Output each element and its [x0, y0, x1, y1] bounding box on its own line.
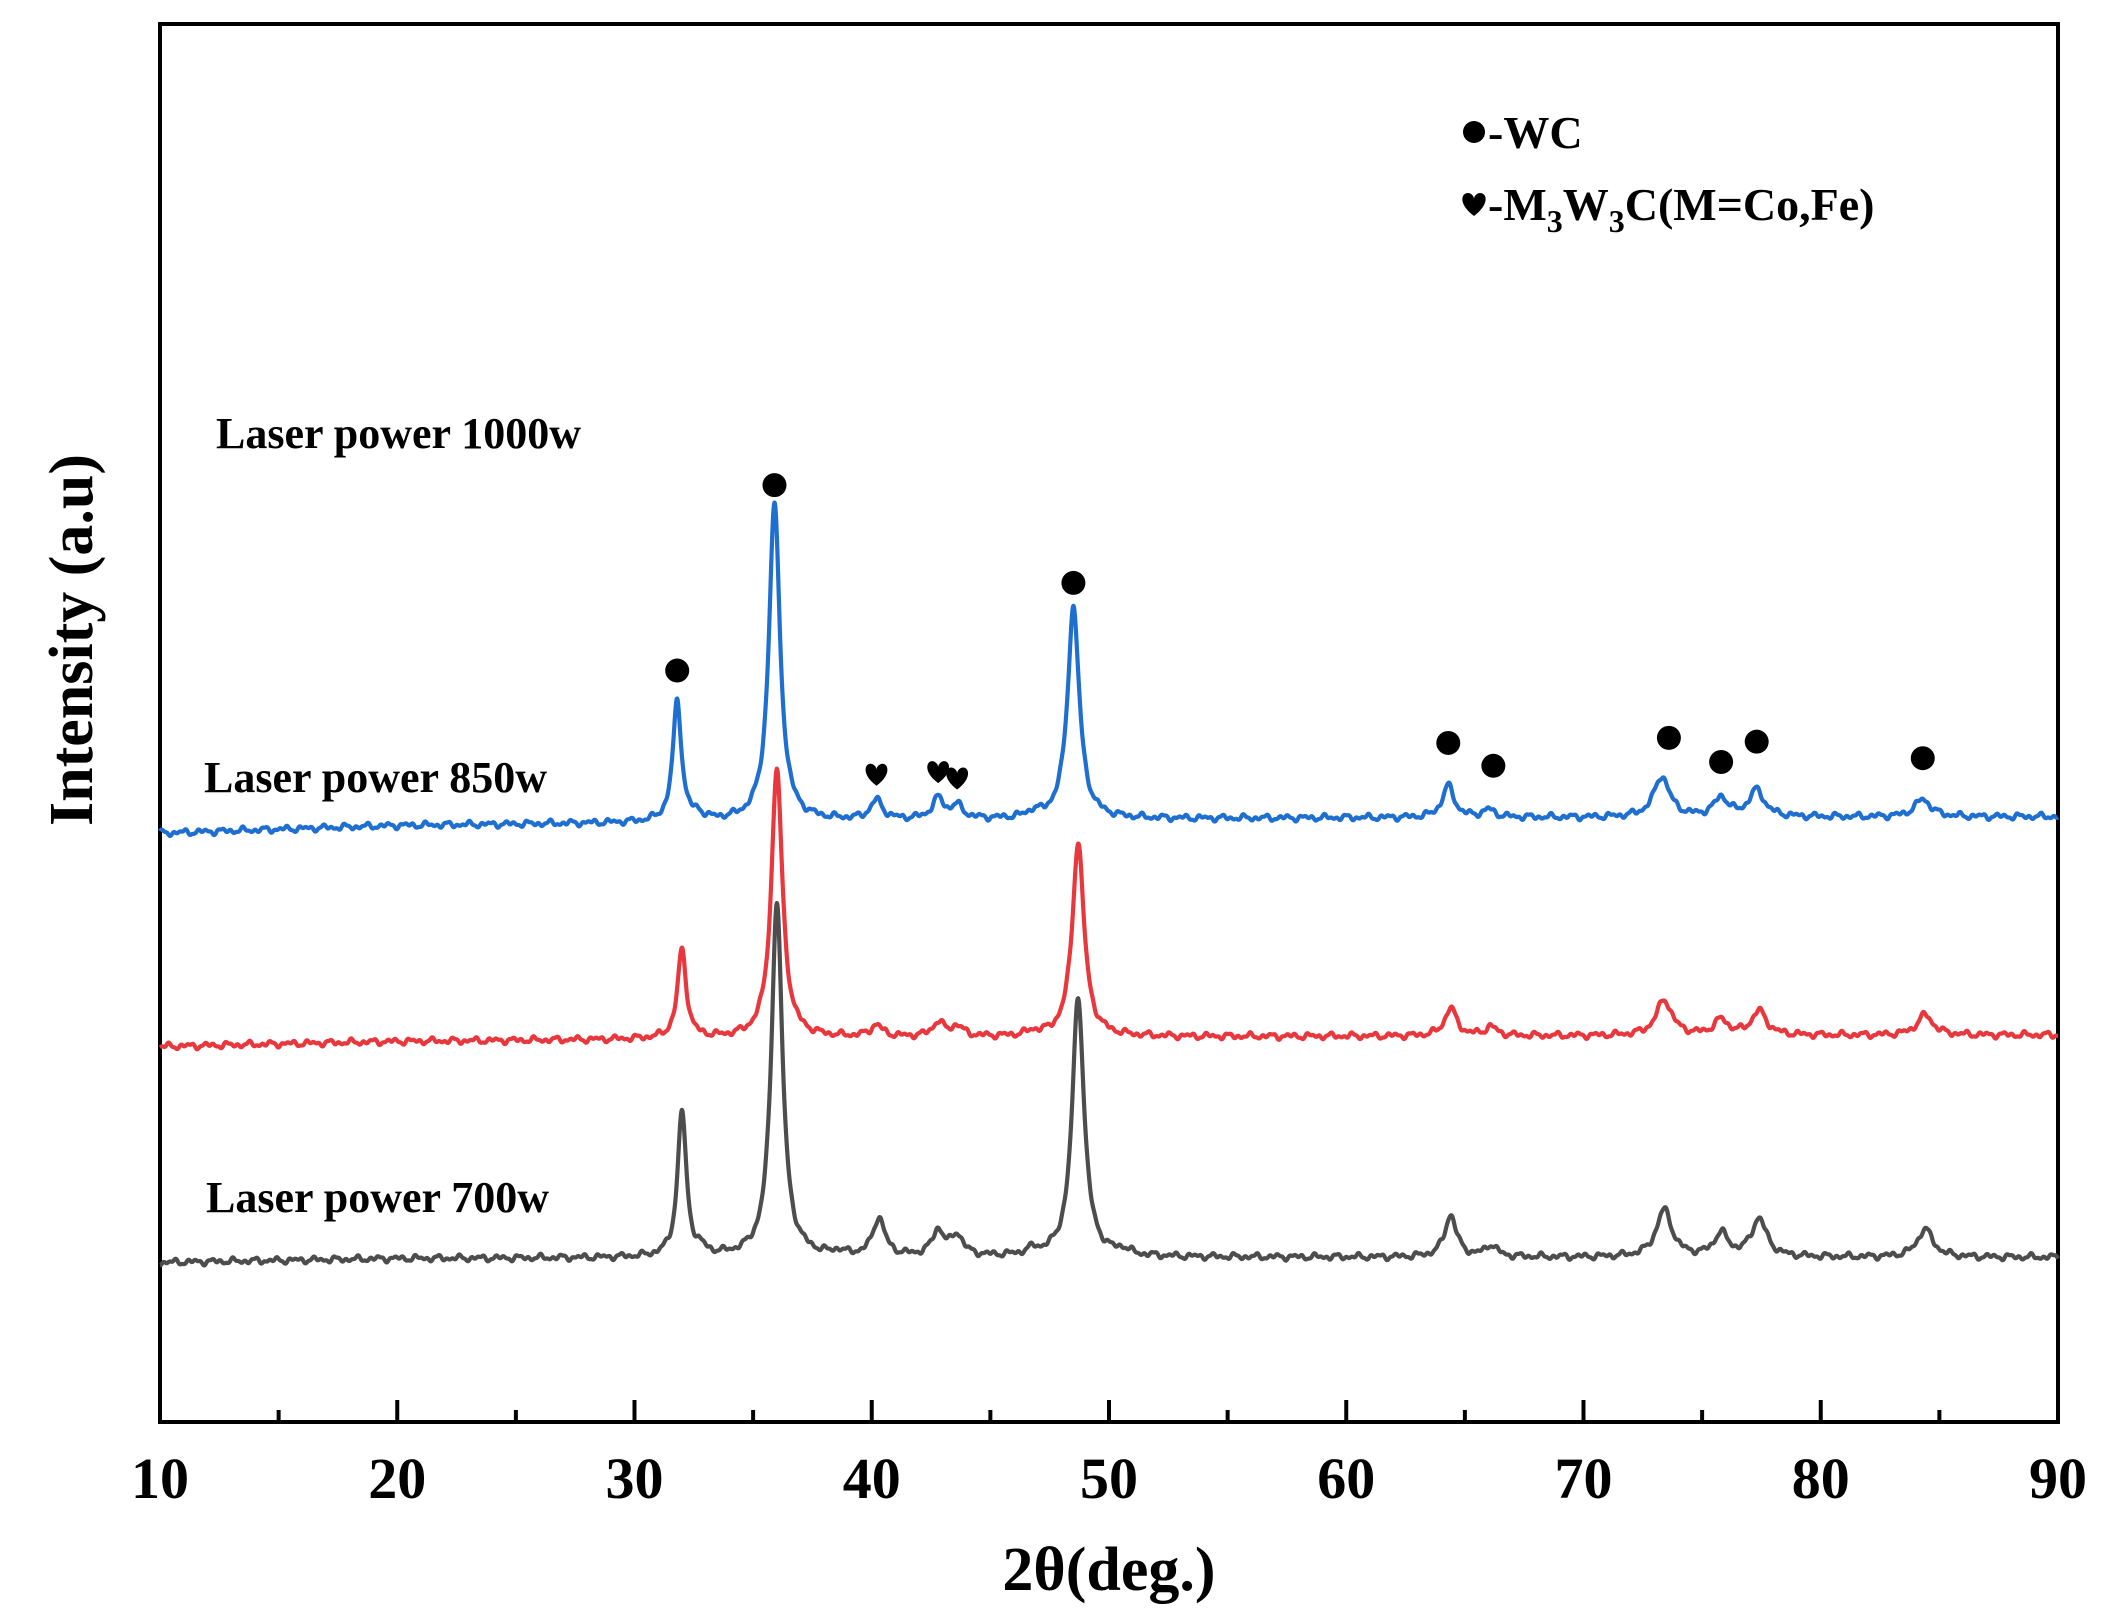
m3w3c-peak-marker: [865, 763, 888, 786]
x-ticks: 10 20 30 40 50 60 70 80 90: [131, 1400, 2087, 1511]
legend-m3w3c-label: -M3W3C(M=Co,Fe): [1488, 179, 1874, 239]
legend: -WC -M3W3C(M=Co,Fe): [1462, 107, 1874, 239]
series-line: [158, 766, 2060, 1052]
series-lines: [158, 500, 2060, 1268]
x-tick-label: 10: [131, 1446, 189, 1511]
x-tick-label: 80: [1792, 1446, 1850, 1511]
y-axis-title: Intensity (a.u): [38, 454, 106, 826]
m3w3c-peak-marker: [946, 767, 969, 790]
wc-peak-marker: [1436, 730, 1461, 755]
wc-peak-marker: [1744, 729, 1769, 754]
x-tick-label: 20: [368, 1446, 426, 1511]
wc-peak-marker: [1481, 753, 1506, 778]
series-line: [158, 900, 2060, 1268]
series-label: Laser power 850w: [204, 753, 547, 802]
x-tick-label: 70: [1555, 1446, 1613, 1511]
series-labels: Laser power 700w Laser power 850w Laser po…: [204, 409, 581, 1222]
wc-peak-marker: [665, 658, 690, 683]
legend-circle-icon: [1463, 121, 1485, 143]
wc-peak-marker: [762, 473, 787, 498]
m3w3c-peak-marker: [927, 761, 950, 784]
x-tick-label: 60: [1317, 1446, 1375, 1511]
series-line: [158, 500, 2060, 839]
series-label: Laser power 700w: [206, 1173, 549, 1222]
x-tick-label: 50: [1080, 1446, 1138, 1511]
x-tick-label: 90: [2029, 1446, 2087, 1511]
peak-markers: [665, 473, 1935, 790]
series-label: Laser power 1000w: [216, 409, 581, 458]
legend-wc-label: -WC: [1488, 107, 1583, 158]
wc-peak-marker: [1061, 570, 1086, 595]
wc-peak-marker: [1709, 750, 1734, 774]
wc-peak-marker: [1656, 725, 1681, 750]
x-tick-label: 30: [606, 1446, 664, 1511]
legend-heart-icon: [1462, 193, 1486, 216]
wc-peak-marker: [1910, 746, 1935, 771]
x-axis-title: 2θ(deg.): [1002, 1536, 1215, 1604]
x-tick-label: 40: [843, 1446, 901, 1511]
